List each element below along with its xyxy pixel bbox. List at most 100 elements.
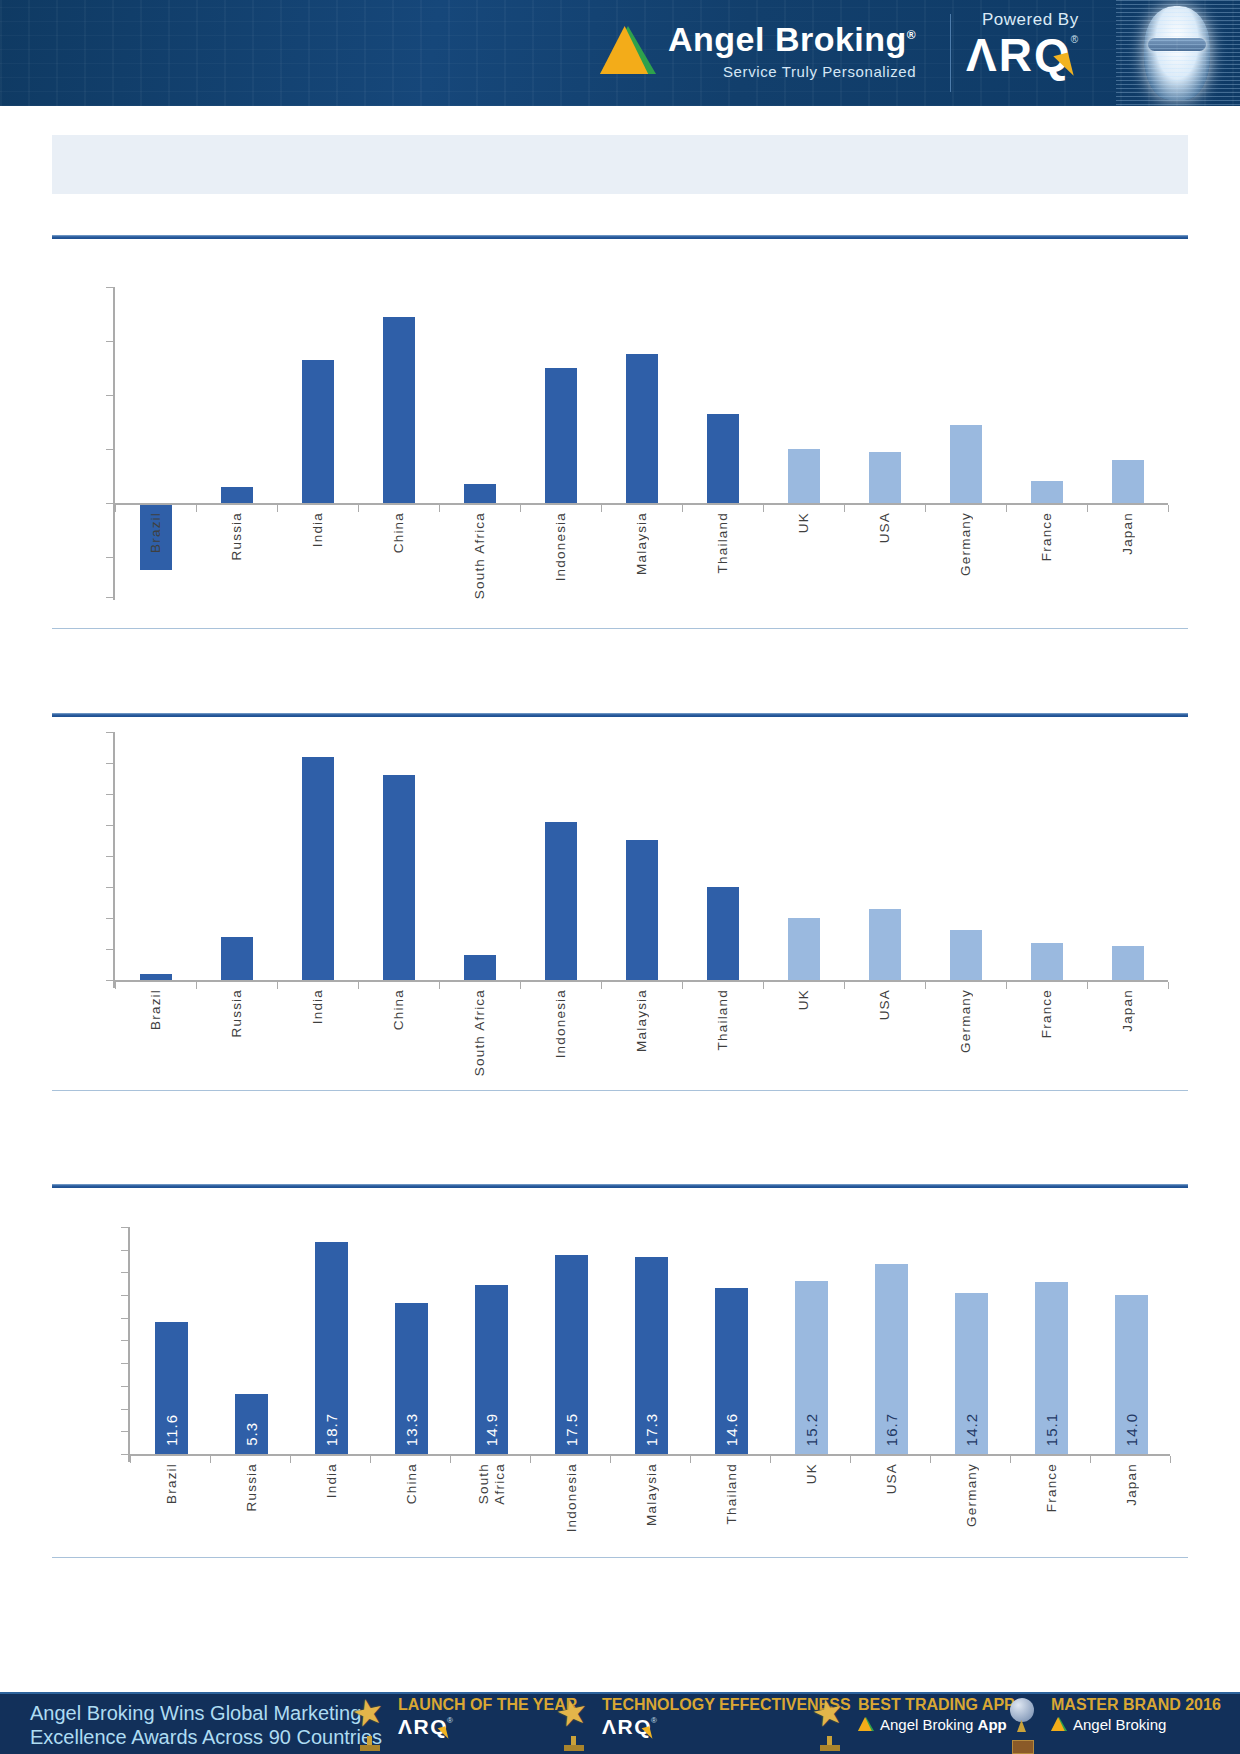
value-label-indonesia: 17.5 xyxy=(555,1386,588,1446)
x-label-japan: Japan xyxy=(1091,1463,1171,1593)
badge-subtitle-bold: App xyxy=(978,1716,1007,1733)
x-label-text: Germany xyxy=(958,989,973,1053)
x-axis-tick xyxy=(439,982,440,989)
bar-indonesia xyxy=(555,1255,588,1454)
x-label-text: China xyxy=(404,1463,419,1504)
globe-glyph xyxy=(1010,1698,1034,1722)
x-label-text: Thailand xyxy=(724,1463,739,1524)
x-label-germany: Germany xyxy=(925,989,1006,1119)
x-axis-tick xyxy=(1168,505,1169,512)
x-label-uk: UK xyxy=(771,1463,851,1593)
globe-trophy-icon xyxy=(1005,1696,1043,1754)
bar-indonesia xyxy=(545,822,577,980)
bar-brazil xyxy=(155,1322,188,1454)
value-label-text: 14.0 xyxy=(1124,1413,1139,1446)
x-label-text: South Africa xyxy=(472,989,487,1076)
value-label-text: 5.3 xyxy=(244,1422,259,1446)
bar-thailand xyxy=(707,414,739,503)
value-label-text: 17.5 xyxy=(564,1413,579,1446)
bar-indonesia xyxy=(545,368,577,503)
y-axis-tick xyxy=(106,597,113,598)
x-label-uk: UK xyxy=(763,989,844,1119)
x-label-text: China xyxy=(391,989,406,1030)
value-label-uk: 15.2 xyxy=(795,1386,828,1446)
x-label-brazil: Brazil xyxy=(115,989,196,1119)
x-label-south-africa: South Africa xyxy=(439,512,520,642)
bar-france xyxy=(1031,943,1063,980)
chart-2: BrazilRussiaIndiaChinaSouth AfricaIndone… xyxy=(0,0,1240,1754)
x-label-russia: Russia xyxy=(211,1463,291,1593)
bar-russia xyxy=(235,1394,268,1454)
x-label-brazil: Brazil xyxy=(131,1463,211,1593)
trophy-stem xyxy=(367,1736,372,1745)
x-axis-tick xyxy=(1170,1456,1171,1463)
x-axis-tick xyxy=(925,505,926,512)
visor-band xyxy=(1148,38,1206,51)
x-label-thailand: Thailand xyxy=(691,1463,771,1593)
y-axis-tick xyxy=(106,395,113,396)
trophy-stem xyxy=(827,1736,832,1745)
x-label-france: France xyxy=(1006,512,1087,642)
value-label-malaysia: 17.3 xyxy=(635,1386,668,1446)
section-rule-bottom-3 xyxy=(52,1557,1188,1558)
trophy-stem xyxy=(571,1736,576,1745)
bar-russia xyxy=(221,487,253,503)
x-axis-tick xyxy=(520,505,521,512)
brand-block: Angel Broking® Service Truly Personalize… xyxy=(668,20,916,80)
star-trophy-icon: ★ xyxy=(352,1696,390,1754)
y-axis xyxy=(128,1227,130,1462)
holographic-head-icon xyxy=(1116,0,1240,106)
y-axis-tick xyxy=(121,1318,128,1319)
bar-south-africa xyxy=(464,484,496,503)
x-axis-tick xyxy=(130,1456,131,1463)
y-axis-tick xyxy=(121,1250,128,1251)
x-label-text: Indonesia xyxy=(564,1463,579,1532)
y-axis-tick xyxy=(106,763,113,764)
angel-broking-pyramid-icon xyxy=(1051,1717,1067,1731)
x-label-text: USA xyxy=(877,989,892,1020)
x-label-text: UK xyxy=(804,1463,819,1484)
bar-china xyxy=(383,317,415,503)
value-label-france: 15.1 xyxy=(1035,1386,1068,1446)
trophy-base xyxy=(564,1745,584,1751)
bar-usa xyxy=(869,452,901,503)
y-axis-tick xyxy=(121,1386,128,1387)
bar-brazil xyxy=(140,974,172,980)
x-label-japan: Japan xyxy=(1087,512,1168,642)
x-axis-tick xyxy=(682,982,683,989)
x-axis-tick xyxy=(290,1456,291,1463)
brand-text: Angel Broking xyxy=(668,20,907,58)
value-label-text: 11.6 xyxy=(164,1414,179,1446)
y-axis-tick xyxy=(121,1272,128,1273)
y-axis-tick xyxy=(106,918,113,919)
x-axis-tick xyxy=(1006,982,1007,989)
x-axis xyxy=(130,1454,1170,1456)
arq-logo: ΛRQ ® xyxy=(966,32,1126,78)
award-badge-technology-effectiveness: ★ TECHNOLOGY EFFECTIVENESS ΛRQ ® xyxy=(556,1696,851,1754)
bar-uk xyxy=(788,449,820,503)
bar-usa xyxy=(869,909,901,980)
x-label-text: France xyxy=(1039,989,1054,1038)
x-label-usa: USA xyxy=(844,989,925,1119)
x-label-china: China xyxy=(358,512,439,642)
y-axis-tick xyxy=(121,1409,128,1410)
x-label-text: Japan xyxy=(1120,989,1135,1032)
registered-mark: ® xyxy=(907,28,916,42)
value-label-china: 13.3 xyxy=(395,1386,428,1446)
section-rule-top-1 xyxy=(52,235,1188,239)
y-axis-tick xyxy=(121,1227,128,1228)
x-label-india: India xyxy=(277,512,358,642)
section-rule-top-2 xyxy=(52,713,1188,717)
x-label-india: India xyxy=(291,1463,371,1593)
y-axis-tick xyxy=(121,1431,128,1432)
bar-malaysia xyxy=(635,1257,668,1454)
value-label-brazil: 11.6 xyxy=(155,1386,188,1446)
badge-registered-mark: ® xyxy=(651,1716,657,1725)
value-label-text: 18.7 xyxy=(324,1413,339,1446)
y-axis-tick xyxy=(121,1363,128,1364)
bar-thailand xyxy=(715,1288,748,1454)
x-label-thailand: Thailand xyxy=(682,989,763,1119)
value-label-text: 14.9 xyxy=(484,1413,499,1446)
x-label-text: Russia xyxy=(229,512,244,560)
value-label-text: 15.2 xyxy=(804,1413,819,1446)
